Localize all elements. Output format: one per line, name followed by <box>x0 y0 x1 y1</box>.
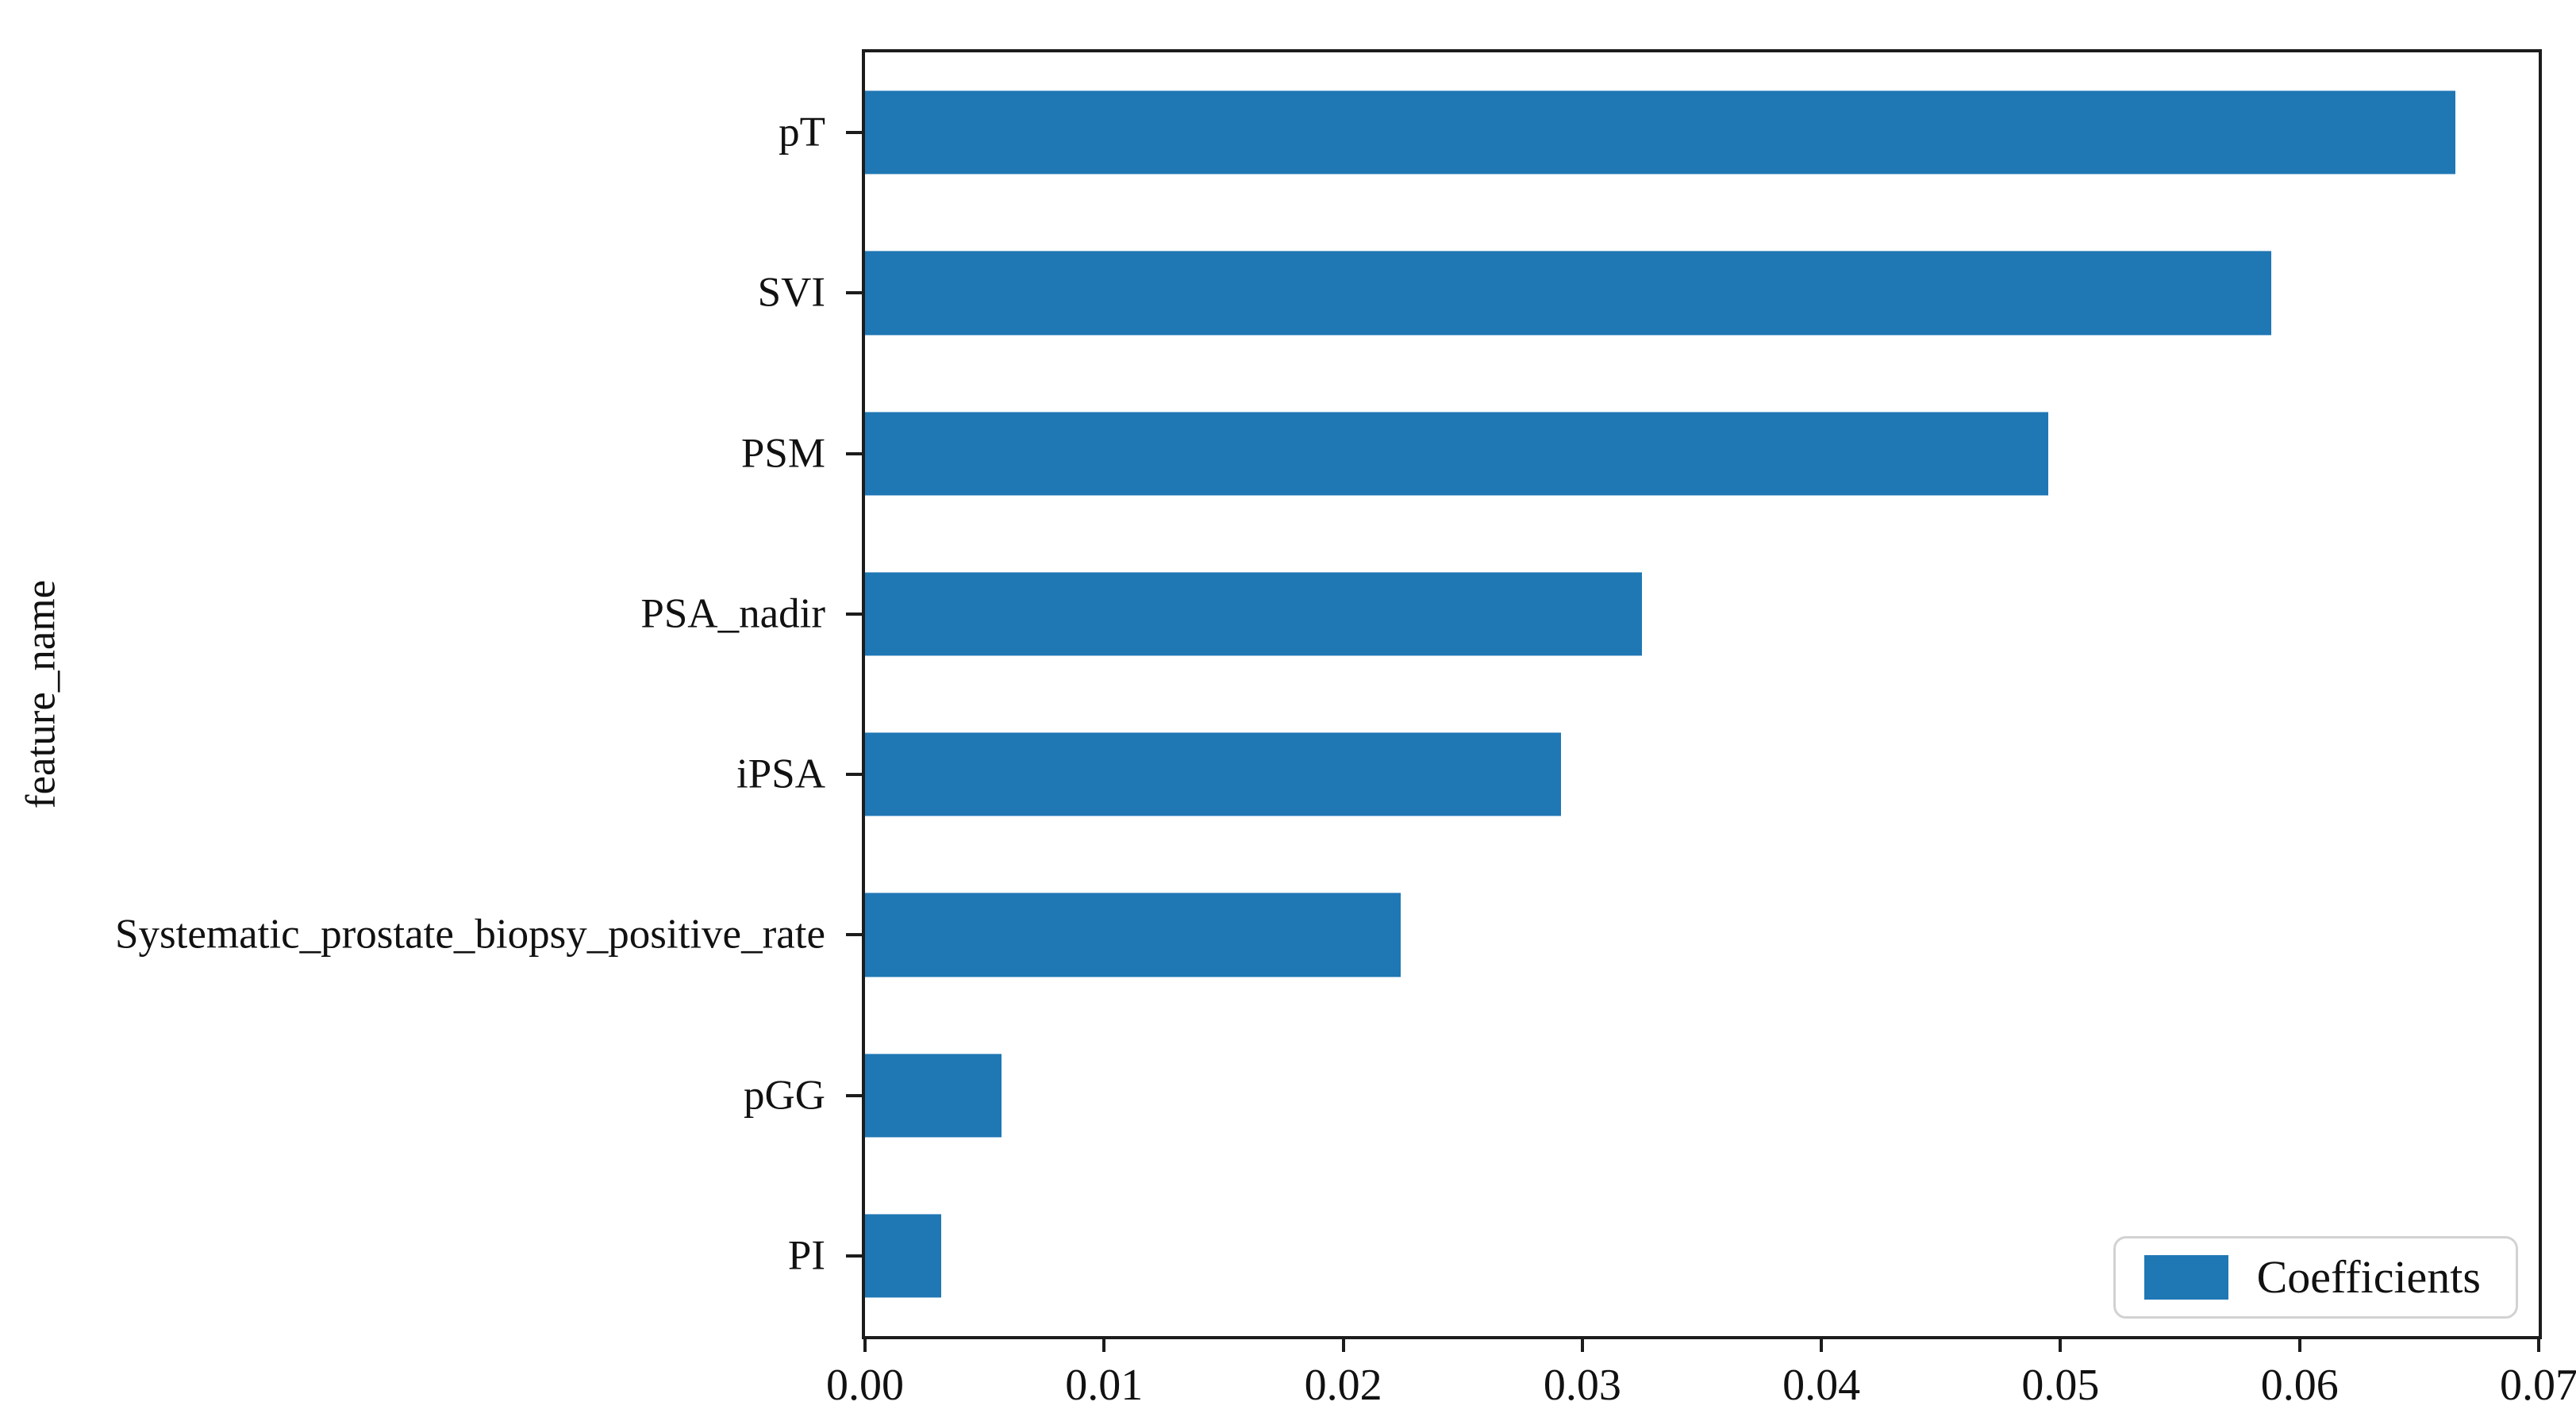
y-tick-label: Systematic_prostate_biopsy_positive_rate <box>115 911 825 958</box>
coefficient-bar <box>865 90 2455 175</box>
bar-row: pT <box>779 52 2539 213</box>
y-tick-mark <box>846 1093 862 1097</box>
bar-row: PSM <box>741 374 2539 534</box>
x-tick-mark <box>2537 1336 2540 1352</box>
y-tick-label: pT <box>779 109 825 156</box>
y-tick-label: PI <box>787 1232 825 1279</box>
bar-row: pGG <box>744 1016 2539 1176</box>
x-tick-mark <box>863 1336 867 1352</box>
y-tick-label: PSM <box>740 430 825 477</box>
legend-label: Coefficients <box>2256 1251 2481 1303</box>
y-tick-label: SVI <box>757 269 825 316</box>
x-tick-label: 0.04 <box>1782 1361 1861 1410</box>
coefficient-bar <box>865 251 2271 335</box>
coefficient-bar <box>865 893 1401 977</box>
coefficient-bar <box>865 1054 1002 1138</box>
coefficient-bar <box>865 412 2049 496</box>
x-tick-label: 0.01 <box>1065 1361 1144 1410</box>
coefficient-bar <box>865 732 1561 816</box>
y-tick-label: iPSA <box>736 751 825 797</box>
y-tick-mark <box>846 612 862 616</box>
bar-row: SVI <box>758 213 2539 373</box>
x-tick-mark <box>1341 1336 1345 1352</box>
x-tick-mark <box>1102 1336 1106 1352</box>
bar-row: PSA_nadir <box>640 534 2539 694</box>
x-tick-mark <box>2059 1336 2063 1352</box>
x-tick-label: 0.03 <box>1543 1361 1621 1410</box>
x-tick-label: 0.05 <box>2021 1361 2100 1410</box>
x-tick-mark <box>2297 1336 2301 1352</box>
y-tick-mark <box>846 773 862 777</box>
x-tick-label: 0.02 <box>1304 1361 1382 1410</box>
legend: Coefficients <box>2113 1236 2518 1319</box>
x-axis-ticks: 0.00 0.01 0.02 0.03 0.04 0.05 0.06 0.07 <box>826 1336 2576 1417</box>
bar-row: Systematic_prostate_biopsy_positive_rate <box>115 854 2539 1015</box>
plot-area: pT SVI PSM PSA_nadir iPSA Systematic_prostate… <box>115 49 2576 1407</box>
x-tick-label: 0.06 <box>2260 1361 2339 1410</box>
y-axis-label: feature_name <box>17 579 64 809</box>
x-tick-label: 0.07 <box>2500 1361 2576 1410</box>
x-tick-mark <box>1820 1336 1824 1352</box>
y-tick-mark <box>846 451 862 455</box>
y-tick-mark <box>846 933 862 937</box>
y-tick-mark <box>846 1254 862 1258</box>
rows: pT SVI PSM PSA_nadir iPSA Systematic_prostate… <box>115 52 2539 1336</box>
x-tick-mark <box>1580 1336 1584 1352</box>
legend-swatch <box>2143 1255 2228 1300</box>
y-tick-label: PSA_nadir <box>640 590 825 637</box>
coefficient-bar <box>865 572 1643 656</box>
y-tick-mark <box>846 291 862 295</box>
x-tick-label: 0.00 <box>826 1361 904 1410</box>
y-tick-mark <box>846 131 862 135</box>
bar-row: PI <box>788 1176 2539 1336</box>
y-tick-label: pGG <box>743 1072 825 1119</box>
coefficient-bar <box>865 1214 942 1298</box>
bar-row: iPSA <box>736 694 2539 854</box>
